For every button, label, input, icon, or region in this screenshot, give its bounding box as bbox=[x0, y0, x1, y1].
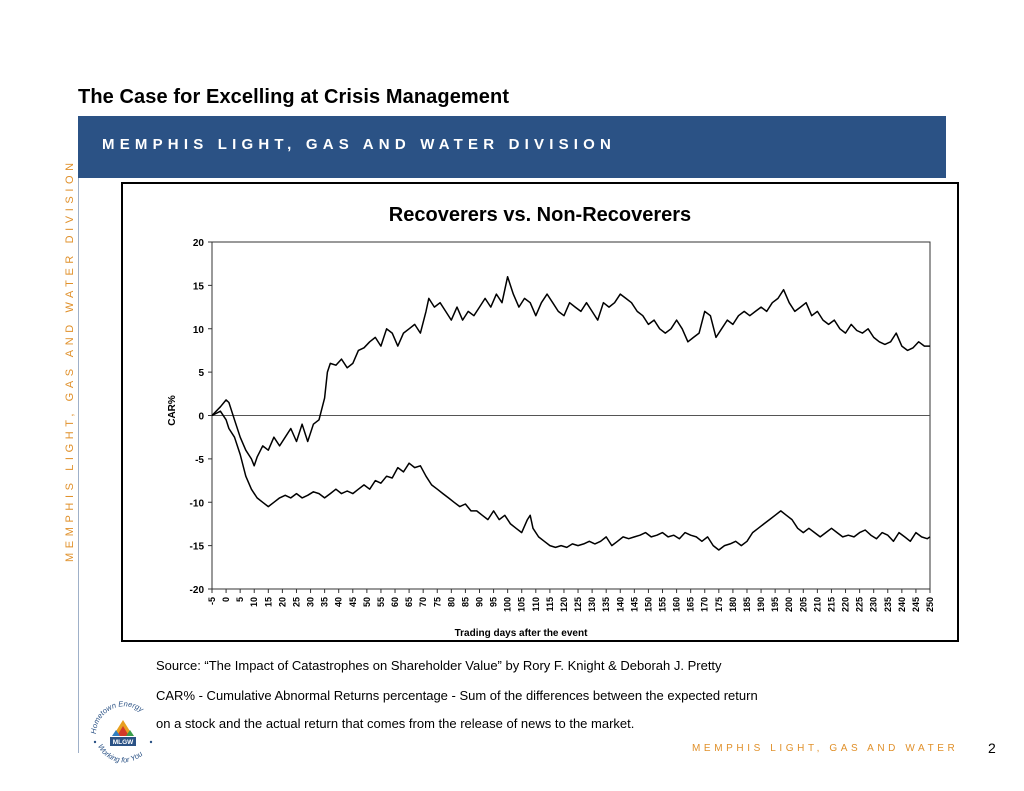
x-tick-label: 195 bbox=[770, 597, 780, 612]
definition-line-2: on a stock and the actual return that co… bbox=[156, 716, 635, 731]
x-tick-label: 80 bbox=[446, 597, 456, 607]
y-tick-label: -15 bbox=[190, 542, 205, 553]
side-vertical-text: MEMPHIS LIGHT, GAS AND WATER DIVISION bbox=[64, 158, 76, 562]
x-tick-label: 120 bbox=[559, 597, 569, 612]
x-tick-label: 50 bbox=[362, 597, 372, 607]
x-tick-label: 95 bbox=[489, 597, 499, 607]
logo-center-text: MLGW bbox=[113, 739, 134, 746]
y-tick-label: 10 bbox=[193, 325, 205, 336]
x-tick-label: 230 bbox=[869, 597, 879, 612]
x-tick-label: 150 bbox=[643, 597, 653, 612]
y-axis-label: CAR% bbox=[167, 395, 178, 426]
x-tick-label: 75 bbox=[432, 597, 442, 607]
x-tick-label: 110 bbox=[531, 597, 541, 612]
x-tick-label: 35 bbox=[320, 597, 330, 607]
x-tick-label: 100 bbox=[503, 597, 513, 612]
x-tick-label: 90 bbox=[474, 597, 484, 607]
x-tick-label: 30 bbox=[306, 597, 316, 607]
x-tick-label: 200 bbox=[784, 597, 794, 612]
side-divider bbox=[78, 178, 79, 753]
x-tick-label: 25 bbox=[291, 597, 301, 607]
x-tick-label: 180 bbox=[728, 597, 738, 612]
x-tick-label: 250 bbox=[925, 597, 935, 612]
x-tick-label: 155 bbox=[658, 597, 668, 612]
x-tick-label: 135 bbox=[601, 597, 611, 612]
x-tick-label: 45 bbox=[348, 597, 358, 607]
y-tick-label: 20 bbox=[193, 238, 205, 249]
x-tick-label: 10 bbox=[249, 597, 259, 607]
y-tick-label: 15 bbox=[193, 281, 205, 292]
x-tick-label: 245 bbox=[911, 597, 921, 612]
x-tick-label: 105 bbox=[517, 597, 527, 612]
x-tick-label: 225 bbox=[855, 597, 865, 612]
source-citation: Source: “The Impact of Catastrophes on S… bbox=[156, 658, 722, 673]
footer-text: MEMPHIS LIGHT, GAS AND WATER bbox=[692, 743, 959, 754]
x-tick-label: 145 bbox=[629, 597, 639, 612]
x-tick-label: 65 bbox=[404, 597, 414, 607]
x-tick-label: 235 bbox=[883, 597, 893, 612]
x-tick-label: 5 bbox=[235, 597, 245, 602]
x-tick-label: 55 bbox=[376, 597, 386, 607]
x-tick-label: 140 bbox=[615, 597, 625, 612]
x-tick-label: 70 bbox=[418, 597, 428, 607]
slide-title: The Case for Excelling at Crisis Managem… bbox=[78, 86, 510, 108]
x-tick-label: 0 bbox=[221, 597, 231, 602]
x-tick-label: 40 bbox=[334, 597, 344, 607]
y-tick-label: -20 bbox=[190, 585, 205, 596]
chart-title: Recoverers vs. Non-Recoverers bbox=[388, 204, 692, 226]
x-tick-label: 60 bbox=[390, 597, 400, 607]
mlgw-logo: Hometown Energy MLGW Working for You bbox=[89, 699, 157, 768]
x-tick-label: 130 bbox=[587, 597, 597, 612]
y-tick-label: -10 bbox=[190, 498, 205, 509]
x-tick-label: 160 bbox=[672, 597, 682, 612]
definition-line-1: CAR% - Cumulative Abnormal Returns perce… bbox=[156, 688, 758, 703]
x-tick-label: 170 bbox=[700, 597, 710, 612]
x-axis-label: Trading days after the event bbox=[455, 628, 588, 639]
x-tick-label: 215 bbox=[826, 597, 836, 612]
banner-text: MEMPHIS LIGHT, GAS AND WATER DIVISION bbox=[102, 136, 617, 153]
x-tick-label: 125 bbox=[573, 597, 583, 612]
x-tick-label: 210 bbox=[812, 597, 822, 612]
x-tick-label: 20 bbox=[277, 597, 287, 607]
x-tick-label: 205 bbox=[798, 597, 808, 612]
series-line-1 bbox=[211, 275, 930, 467]
x-tick-label: 115 bbox=[545, 597, 555, 612]
y-tick-label: 0 bbox=[198, 412, 204, 423]
x-tick-label: 85 bbox=[460, 597, 470, 607]
x-tick-label: 190 bbox=[756, 597, 766, 612]
x-tick-label: 185 bbox=[742, 597, 752, 612]
series-line-2 bbox=[211, 410, 931, 551]
y-tick-label: -5 bbox=[195, 455, 204, 466]
x-tick-label: -5 bbox=[207, 597, 217, 605]
x-tick-label: 240 bbox=[897, 597, 907, 612]
x-tick-label: 165 bbox=[686, 597, 696, 612]
x-tick-label: 220 bbox=[841, 597, 851, 612]
x-tick-label: 15 bbox=[263, 597, 273, 607]
y-tick-label: 5 bbox=[198, 368, 204, 379]
header-banner: MEMPHIS LIGHT, GAS AND WATER DIVISION bbox=[78, 116, 946, 178]
page-number: 2 bbox=[988, 740, 996, 756]
chart-frame: Recoverers vs. Non-Recoverers 20 15 10 5 0 -5… bbox=[121, 182, 959, 642]
x-tick-label: 175 bbox=[714, 597, 724, 612]
